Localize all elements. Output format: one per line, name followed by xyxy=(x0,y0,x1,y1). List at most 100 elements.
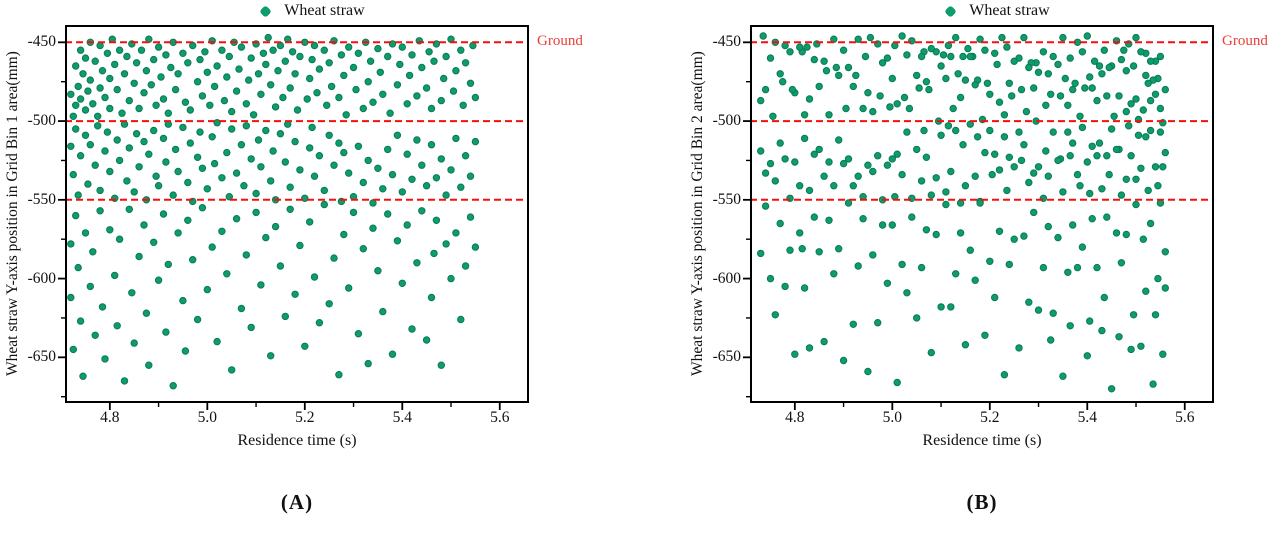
x-tick-label: 4.8 xyxy=(785,409,805,426)
data-point xyxy=(1115,92,1123,100)
data-point xyxy=(1088,215,1096,223)
data-point xyxy=(1081,84,1089,92)
data-point xyxy=(325,59,333,67)
data-point xyxy=(384,52,392,61)
data-point xyxy=(323,101,331,110)
data-point xyxy=(352,85,360,94)
data-point xyxy=(1034,68,1043,76)
data-point xyxy=(120,70,129,78)
data-point xyxy=(225,193,234,201)
data-point xyxy=(1066,54,1074,62)
data-point xyxy=(459,101,467,110)
data-point xyxy=(1039,263,1048,272)
data-point xyxy=(471,243,480,251)
data-point xyxy=(1000,133,1009,141)
x-tick-label: 5.6 xyxy=(490,409,510,426)
data-point xyxy=(301,342,309,350)
data-point xyxy=(805,95,814,103)
data-point xyxy=(1073,170,1082,179)
data-point xyxy=(354,49,363,57)
data-point xyxy=(937,303,945,311)
data-point xyxy=(174,167,182,176)
data-point xyxy=(123,177,131,185)
data-point xyxy=(893,150,901,158)
data-point xyxy=(466,79,475,87)
data-point xyxy=(1069,85,1077,94)
data-point xyxy=(79,372,87,380)
data-point xyxy=(1059,188,1067,196)
data-point xyxy=(854,172,862,180)
data-point xyxy=(340,71,348,80)
data-point xyxy=(1156,128,1165,136)
data-point xyxy=(157,73,165,81)
data-point xyxy=(1088,142,1096,151)
data-point xyxy=(96,207,104,215)
data-point xyxy=(154,276,163,284)
data-point xyxy=(869,167,877,176)
data-point xyxy=(89,248,97,256)
data-point xyxy=(384,210,392,218)
data-point xyxy=(842,104,850,113)
panel-b: Wheat straw Wheat straw Y-axis position … xyxy=(685,0,1280,533)
data-point xyxy=(1151,163,1160,171)
data-point xyxy=(403,221,411,229)
data-point xyxy=(364,359,372,368)
data-point xyxy=(281,57,290,65)
data-point xyxy=(115,156,124,165)
data-point xyxy=(169,191,177,199)
y-tick-label: -500 xyxy=(27,112,56,130)
data-point xyxy=(1142,133,1150,141)
y-tick-label: -450 xyxy=(27,33,56,51)
data-point xyxy=(917,52,926,61)
x-tick-label: 5.0 xyxy=(882,409,902,426)
data-point xyxy=(345,284,353,292)
data-point xyxy=(81,54,90,62)
data-point xyxy=(174,70,182,78)
data-point xyxy=(364,156,372,165)
data-point xyxy=(1161,248,1169,256)
data-point xyxy=(1127,345,1135,354)
data-point xyxy=(184,216,192,225)
data-point xyxy=(145,361,153,369)
data-point xyxy=(86,282,94,291)
data-point xyxy=(235,65,243,73)
data-point xyxy=(247,54,255,62)
data-point xyxy=(291,137,299,146)
data-point xyxy=(81,131,90,140)
data-point xyxy=(103,128,112,136)
data-point xyxy=(986,126,994,135)
data-point xyxy=(442,191,450,199)
data-point xyxy=(961,182,970,190)
data-point xyxy=(815,145,823,154)
data-point xyxy=(800,134,809,143)
data-point xyxy=(1034,306,1043,314)
data-point xyxy=(1103,152,1111,160)
data-point xyxy=(281,312,290,321)
data-point xyxy=(849,82,858,91)
data-point xyxy=(81,106,90,114)
data-point xyxy=(447,274,455,283)
data-point xyxy=(162,328,170,336)
data-point xyxy=(408,325,416,333)
data-point xyxy=(1015,344,1023,352)
data-point xyxy=(140,89,148,97)
data-point xyxy=(140,221,148,229)
data-point xyxy=(1025,63,1033,72)
data-point xyxy=(944,122,953,130)
data-point xyxy=(159,95,168,103)
data-point xyxy=(1000,371,1009,379)
data-point xyxy=(179,123,187,132)
data-point xyxy=(1105,170,1113,179)
data-point xyxy=(203,68,212,76)
data-point xyxy=(1146,57,1155,65)
data-point xyxy=(1129,311,1138,319)
data-point xyxy=(461,152,470,160)
data-point xyxy=(164,260,173,269)
data-point xyxy=(72,211,80,220)
data-point xyxy=(995,98,1004,106)
data-point xyxy=(135,252,143,261)
data-point xyxy=(313,89,321,97)
data-point xyxy=(288,48,297,56)
data-point xyxy=(1132,95,1140,103)
data-point xyxy=(364,78,372,86)
